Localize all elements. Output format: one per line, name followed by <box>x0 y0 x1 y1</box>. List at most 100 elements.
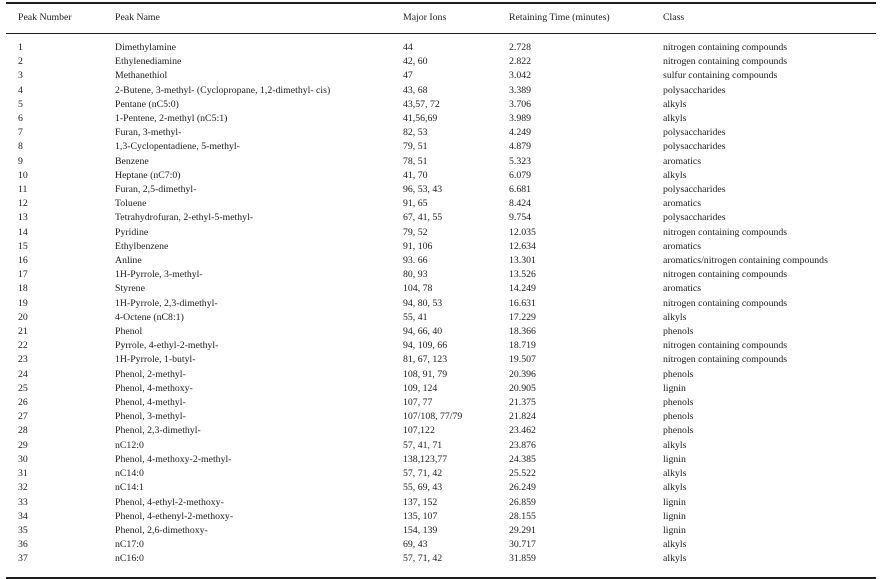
cell-retaining-time: 3.042 <box>509 70 532 82</box>
cell-retaining-time: 2.822 <box>509 56 532 68</box>
cell-major-ions: 138,123,77 <box>403 453 448 465</box>
cell-major-ions: 47 <box>403 70 413 82</box>
cell-peak-name: 1-Pentene, 2-methyl (nC5:1) <box>115 113 228 125</box>
table-row: 6 1-Pentene, 2-methyl (nC5:1) 41,56,69 3.98… <box>6 112 876 126</box>
table-row: 12 Toluene 91, 65 8.424 aromatics <box>6 197 876 211</box>
cell-major-ions: 108, 91, 79 <box>403 368 448 380</box>
cell-retaining-time: 24.385 <box>509 453 536 465</box>
cell-peak-name: Phenol, 4-ethenyl-2-methoxy- <box>115 510 234 522</box>
cell-retaining-time: 25.522 <box>509 468 536 480</box>
cell-retaining-time: 12.035 <box>509 226 536 238</box>
cell-peak-number: 19 <box>18 297 28 309</box>
cell-class: polysaccharides <box>663 127 726 139</box>
cell-class: aromatics <box>663 283 702 295</box>
cell-peak-name: 1,3-Cyclopentadiene, 5-methyl- <box>115 141 240 153</box>
cell-retaining-time: 19.507 <box>509 354 536 366</box>
cell-peak-number: 5 <box>18 98 23 110</box>
table-row: 8 1,3-Cyclopentadiene, 5-methyl- 79, 51 4.8… <box>6 140 876 154</box>
table-row: 20 4-Octene (nC8:1) 55, 41 17.229 alkyls <box>6 311 876 325</box>
cell-peak-number: 29 <box>18 439 28 451</box>
cell-peak-name: nC14:0 <box>115 468 144 480</box>
cell-peak-number: 33 <box>18 496 28 508</box>
table-row: 16 Anline 93. 66 13.301 aromatics/nitrogen c… <box>6 254 876 268</box>
table-row: 31 nC14:0 57, 71, 42 25.522 alkyls <box>6 467 876 481</box>
column-header-retaining-time: Retaining Time (minutes) <box>509 3 663 34</box>
table-row: 18 Styrene 104, 78 14.249 aromatics <box>6 282 876 296</box>
cell-peak-number: 6 <box>18 113 23 125</box>
table-row: 25 Phenol, 4-methoxy- 109, 124 20.905 lignin <box>6 382 876 396</box>
cell-major-ions: 94, 66, 40 <box>403 326 443 338</box>
cell-retaining-time: 23.462 <box>509 425 536 437</box>
cell-peak-name: Phenol, 4-ethyl-2-methoxy- <box>115 496 224 508</box>
cell-peak-number: 22 <box>18 340 28 352</box>
peaks-table: Peak Number Peak Name Major Ions Retaini… <box>6 2 876 579</box>
cell-retaining-time: 4.249 <box>509 127 532 139</box>
table-row: 35 Phenol, 2,6-dimethoxy- 154, 139 29.291 li… <box>6 524 876 538</box>
cell-retaining-time: 21.824 <box>509 411 536 423</box>
cell-major-ions: 80, 93 <box>403 269 428 281</box>
cell-peak-name: Styrene <box>115 283 145 295</box>
cell-peak-number: 13 <box>18 212 28 224</box>
cell-peak-number: 26 <box>18 397 28 409</box>
cell-peak-number: 28 <box>18 425 28 437</box>
cell-major-ions: 93. 66 <box>403 255 428 267</box>
cell-class: nitrogen containing compounds <box>663 354 788 366</box>
cell-major-ions: 41,56,69 <box>403 113 438 125</box>
column-header-peak-number: Peak Number <box>6 3 115 34</box>
cell-class: phenols <box>663 425 694 437</box>
column-header-peak-name: Peak Name <box>115 3 403 34</box>
cell-class: nitrogen containing compounds <box>663 297 788 309</box>
cell-retaining-time: 26.859 <box>509 496 536 508</box>
cell-peak-name: nC17:0 <box>115 539 144 551</box>
cell-retaining-time: 6.079 <box>509 169 532 181</box>
cell-peak-number: 3 <box>18 70 23 82</box>
table-row: 34 Phenol, 4-ethenyl-2-methoxy- 135, 107 28… <box>6 510 876 524</box>
cell-class: alkyls <box>663 553 687 565</box>
cell-peak-number: 32 <box>18 482 28 494</box>
table-row: 21 Phenol 94, 66, 40 18.366 phenols <box>6 325 876 339</box>
cell-peak-number: 17 <box>18 269 28 281</box>
cell-retaining-time: 2.728 <box>509 42 532 53</box>
cell-retaining-time: 20.905 <box>509 382 536 394</box>
cell-retaining-time: 13.526 <box>509 269 536 281</box>
column-header-class: Class <box>663 3 876 34</box>
cell-peak-name: 2-Butene, 3-methyl- (Cyclopropane, 1,2-d… <box>115 84 331 96</box>
cell-peak-name: Toluene <box>115 198 147 210</box>
table-row: 32 nC14:1 55, 69, 43 26.249 alkyls <box>6 481 876 495</box>
cell-class: alkyls <box>663 439 687 451</box>
cell-retaining-time: 28.155 <box>509 510 536 522</box>
cell-peak-name: 1H-Pyrrole, 1-butyl- <box>115 354 196 366</box>
cell-major-ions: 154, 139 <box>403 524 438 536</box>
cell-peak-number: 11 <box>18 184 28 196</box>
cell-major-ions: 55, 69, 43 <box>403 482 443 494</box>
cell-major-ions: 43, 68 <box>403 84 428 96</box>
cell-major-ions: 96, 53, 43 <box>403 184 443 196</box>
cell-retaining-time: 9.754 <box>509 212 532 224</box>
cell-major-ions: 67, 41, 55 <box>403 212 443 224</box>
table-row: 24 Phenol, 2-methyl- 108, 91, 79 20.396 phen… <box>6 368 876 382</box>
cell-retaining-time: 18.366 <box>509 326 536 338</box>
cell-peak-number: 4 <box>18 84 23 96</box>
cell-retaining-time: 14.249 <box>509 283 536 295</box>
cell-class: nitrogen containing compounds <box>663 56 788 68</box>
cell-major-ions: 81, 67, 123 <box>403 354 448 366</box>
table-row: 7 Furan, 3-methyl- 82, 53 4.249 polysacchari… <box>6 126 876 140</box>
cell-major-ions: 104, 78 <box>403 283 433 295</box>
cell-class: alkyls <box>663 468 687 480</box>
table-row: 1 Dimethylamine 44 2.728 nitrogen containing… <box>6 34 876 56</box>
table-row: 30 Phenol, 4-methoxy-2-methyl- 138,123,77 2… <box>6 453 876 467</box>
cell-major-ions: 91, 106 <box>403 240 433 252</box>
cell-peak-name: 4-Octene (nC8:1) <box>115 311 184 323</box>
table-row: 26 Phenol, 4-methyl- 107, 77 21.375 phenols <box>6 396 876 410</box>
table-row: 36 nC17:0 69, 43 30.717 alkyls <box>6 538 876 552</box>
table-row: 23 1H-Pyrrole, 1-butyl- 81, 67, 123 19.507 n… <box>6 353 876 367</box>
cell-peak-name: Ethylbenzene <box>115 240 169 252</box>
cell-peak-name: Ethylenediamine <box>115 56 182 68</box>
cell-peak-name: nC16:0 <box>115 553 144 565</box>
cell-peak-number: 21 <box>18 326 28 338</box>
cell-retaining-time: 3.989 <box>509 113 532 125</box>
cell-peak-number: 16 <box>18 255 28 267</box>
cell-major-ions: 44 <box>403 42 413 53</box>
cell-peak-name: Phenol, 4-methoxy- <box>115 382 193 394</box>
cell-peak-number: 14 <box>18 226 28 238</box>
